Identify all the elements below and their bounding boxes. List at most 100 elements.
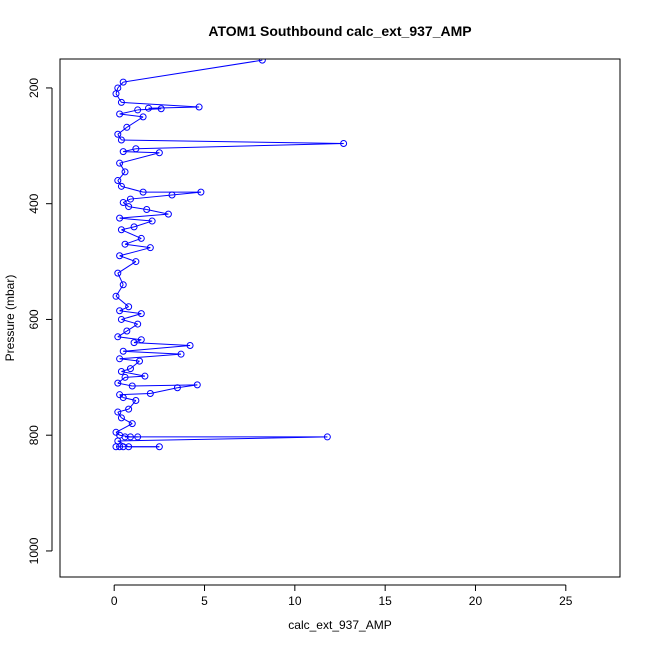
data-point (146, 390, 154, 398)
series-segment (117, 382, 133, 387)
x-tick-label: 5 (201, 594, 208, 608)
series-segment (123, 344, 191, 352)
data-point (125, 203, 133, 211)
data-point (132, 258, 140, 266)
data-point (197, 188, 205, 196)
data-point (164, 210, 172, 218)
series-segment (121, 371, 145, 377)
data-point (116, 110, 124, 118)
data-point (173, 384, 181, 392)
data-point (117, 226, 125, 234)
data-point (116, 252, 124, 260)
series-segment (130, 194, 173, 200)
data-point (340, 140, 348, 148)
series-segment (119, 306, 129, 312)
series-segment (115, 284, 124, 297)
data-point (112, 428, 120, 436)
data-point (117, 414, 125, 422)
plot-frame (59, 58, 621, 578)
y-tick-label: 1000 (27, 537, 41, 564)
series-segment (123, 350, 182, 355)
data-point (157, 105, 165, 113)
data-point (116, 391, 124, 399)
series-segment (148, 106, 200, 109)
series-segment (128, 400, 137, 410)
data-point (258, 59, 266, 64)
data-point (117, 368, 125, 376)
data-point (168, 191, 176, 199)
series-segment (121, 139, 344, 145)
x-axis: 0 5 10 15 20 25 (111, 584, 573, 608)
data-point (155, 149, 163, 157)
data-point (137, 336, 145, 344)
data-point (128, 382, 136, 390)
series-segment (150, 387, 178, 395)
series-segment (121, 101, 200, 108)
x-tick-label: 20 (469, 594, 483, 608)
series-segment (124, 243, 151, 249)
series-segment (115, 93, 122, 103)
data-point (119, 347, 127, 355)
series-segment (146, 208, 169, 215)
data-point (125, 443, 133, 451)
series-segment (117, 436, 328, 442)
data-point (114, 84, 122, 92)
series-segment (115, 431, 120, 436)
series-segment (121, 226, 135, 231)
series-segment (130, 360, 140, 370)
data-point (116, 355, 124, 363)
data-point (126, 433, 134, 441)
series-segment (119, 162, 126, 173)
data-point (123, 123, 131, 131)
data-point (141, 372, 149, 380)
data-point (114, 130, 122, 138)
y-tick-label: 600 (27, 309, 41, 329)
data-point (195, 103, 203, 111)
data-point (114, 177, 122, 185)
data-point (119, 78, 127, 86)
y-axis: 200 400 600 800 1000 (27, 78, 53, 564)
data-point (128, 420, 136, 428)
data-point (119, 199, 127, 207)
x-tick-label: 25 (559, 594, 573, 608)
series-segment (121, 229, 142, 239)
series-segment (123, 148, 136, 153)
data-point (116, 159, 124, 167)
data-point (134, 106, 142, 114)
data-point (143, 205, 151, 213)
series-segment (134, 342, 191, 346)
series-segment (119, 434, 131, 438)
series-segment (135, 143, 344, 150)
series-segment (119, 217, 153, 222)
series-segment (117, 376, 126, 384)
data-point (139, 113, 147, 121)
data-point (121, 373, 129, 381)
data-point (130, 223, 138, 231)
data-point (177, 350, 185, 358)
x-tick-label: 10 (288, 594, 302, 608)
series-segment (117, 126, 128, 135)
data-point (130, 339, 138, 347)
data-point (112, 292, 120, 300)
series-segment (119, 247, 151, 257)
data-point (145, 104, 153, 112)
data-point (193, 381, 201, 389)
data-point (119, 281, 127, 289)
series-segment (121, 417, 133, 425)
data-point (132, 145, 140, 153)
series-segment (123, 198, 131, 203)
data-point (114, 379, 122, 387)
series-segment (119, 213, 169, 219)
data-point (186, 341, 194, 349)
y-tick-label: 200 (27, 78, 41, 98)
series-segment (119, 310, 142, 315)
data-point (134, 320, 142, 328)
series-segment (123, 397, 136, 401)
data-point (116, 214, 124, 222)
series-segment (117, 261, 137, 274)
y-tick-label: 800 (27, 425, 41, 445)
data-point (117, 315, 125, 323)
series-segment (121, 185, 144, 193)
series-segment (119, 113, 144, 118)
